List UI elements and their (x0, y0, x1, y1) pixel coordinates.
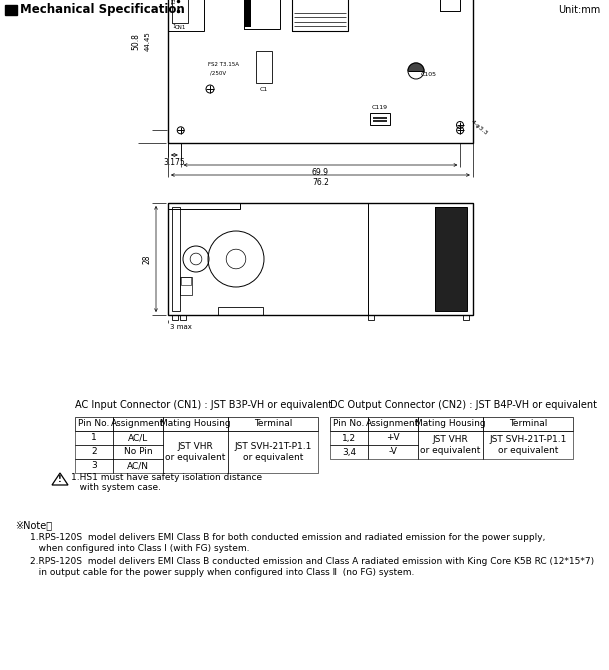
Bar (168, 0, 473, 143)
Bar (163, 431, 228, 473)
Bar (330, 431, 368, 445)
Text: DC Output Connector (CN2) : JST B4P-VH or equivalent: DC Output Connector (CN2) : JST B4P-VH o… (330, 400, 597, 410)
Text: !: ! (58, 476, 62, 484)
Text: Assignment: Assignment (111, 419, 164, 429)
Text: Mechanical Specification: Mechanical Specification (20, 3, 185, 17)
Text: JST SVH-21T-P1.1
or equivalent: JST SVH-21T-P1.1 or equivalent (234, 442, 312, 462)
Bar (244, 0, 251, 27)
Text: JST VHR
or equivalent: JST VHR or equivalent (420, 436, 481, 455)
Text: -V: -V (389, 448, 398, 456)
Bar (168, 203, 473, 315)
Text: AC/L: AC/L (128, 433, 148, 442)
Bar (463, 315, 469, 320)
Bar (75, 445, 113, 459)
Text: 2.RPS-120S  model delivers EMI Class B conducted emission and Class A radiated e: 2.RPS-120S model delivers EMI Class B co… (30, 557, 594, 566)
Bar (75, 417, 113, 431)
Text: C119: C119 (372, 105, 388, 110)
Bar (418, 431, 483, 459)
Text: AC/N: AC/N (127, 462, 149, 470)
Polygon shape (408, 63, 424, 71)
Text: 28: 28 (143, 254, 152, 264)
Text: ※Note：: ※Note： (15, 520, 52, 530)
Bar (172, 315, 178, 320)
Text: 2: 2 (91, 448, 97, 456)
Bar (435, 207, 467, 311)
Text: 1.HS1 must have safety isolation distance: 1.HS1 must have safety isolation distanc… (71, 472, 262, 482)
Text: Terminal: Terminal (254, 419, 292, 429)
Text: 69.9: 69.9 (312, 168, 329, 177)
Bar (330, 445, 368, 459)
Text: 1.RPS-120S  model delivers EMI Class B for both conducted emission and radiated : 1.RPS-120S model delivers EMI Class B fo… (30, 533, 546, 542)
Text: JST SVH-21T-P1.1
or equivalent: JST SVH-21T-P1.1 or equivalent (489, 436, 567, 455)
Text: 1,2: 1,2 (342, 433, 356, 442)
Text: /250V: /250V (210, 70, 226, 76)
Bar (5, 5, 17, 15)
Text: in output cable for the power supply when configured into Class Ⅱ  (no FG) syste: in output cable for the power supply whe… (30, 568, 414, 577)
Text: 1: 1 (173, 24, 176, 29)
Text: 3: 3 (91, 462, 97, 470)
Bar (256, 51, 272, 83)
Text: No Pin: No Pin (124, 448, 152, 456)
Bar (228, 431, 318, 473)
Bar (172, 207, 180, 311)
Bar (368, 431, 418, 445)
Bar (180, 277, 192, 295)
Bar (163, 417, 228, 431)
Bar (418, 417, 483, 431)
Text: FS2 T3.15A: FS2 T3.15A (208, 62, 239, 68)
Text: 1: 1 (91, 433, 97, 442)
Bar (113, 445, 163, 459)
Text: Unit:mm: Unit:mm (558, 5, 600, 15)
Bar (368, 203, 473, 315)
Bar (218, 307, 263, 315)
Bar (75, 459, 113, 473)
Text: 44.45: 44.45 (145, 31, 151, 52)
Text: T3.15A/250V: T3.15A/250V (172, 0, 177, 5)
Text: C105: C105 (421, 72, 437, 78)
Bar (368, 315, 374, 320)
Text: 3.175: 3.175 (163, 158, 185, 167)
Text: 3,4: 3,4 (342, 448, 356, 456)
Text: 4-φ3.3: 4-φ3.3 (470, 119, 489, 136)
Bar (180, 315, 186, 320)
Bar (440, 0, 460, 11)
Text: Terminal: Terminal (509, 419, 547, 429)
Text: AC Input Connector (CN1) : JST B3P-VH or equivalent: AC Input Connector (CN1) : JST B3P-VH or… (75, 400, 332, 410)
Text: 3 max: 3 max (170, 324, 192, 330)
Text: Pin No.: Pin No. (79, 419, 110, 429)
Bar (181, 277, 191, 285)
Text: Mating Housing: Mating Housing (415, 419, 486, 429)
Bar (113, 431, 163, 445)
Bar (75, 431, 113, 445)
Text: +V: +V (386, 433, 400, 442)
Text: Mating Housing: Mating Housing (160, 419, 231, 429)
Bar (483, 417, 573, 431)
Bar (435, 207, 467, 311)
Bar (113, 459, 163, 473)
Bar (172, 0, 188, 23)
Bar (370, 113, 390, 125)
Text: when configured into Class Ⅰ (with FG) system.: when configured into Class Ⅰ (with FG) s… (30, 544, 250, 553)
Bar (330, 417, 368, 431)
Bar (368, 445, 418, 459)
Bar (368, 417, 418, 431)
Bar (168, 203, 240, 209)
Bar (113, 417, 163, 431)
Bar (228, 417, 318, 431)
Bar (483, 431, 573, 459)
Text: with system case.: with system case. (71, 484, 161, 492)
Text: Pin No.: Pin No. (333, 419, 365, 429)
Text: CN1: CN1 (174, 25, 186, 30)
Bar (292, 0, 348, 31)
Text: JST VHR
or equivalent: JST VHR or equivalent (165, 442, 226, 462)
Bar (168, 0, 204, 31)
Text: 50.8: 50.8 (131, 33, 140, 50)
Text: C1: C1 (260, 87, 268, 92)
Bar (244, 0, 280, 29)
Text: 76.2: 76.2 (312, 178, 329, 187)
Text: Assignment: Assignment (367, 419, 420, 429)
